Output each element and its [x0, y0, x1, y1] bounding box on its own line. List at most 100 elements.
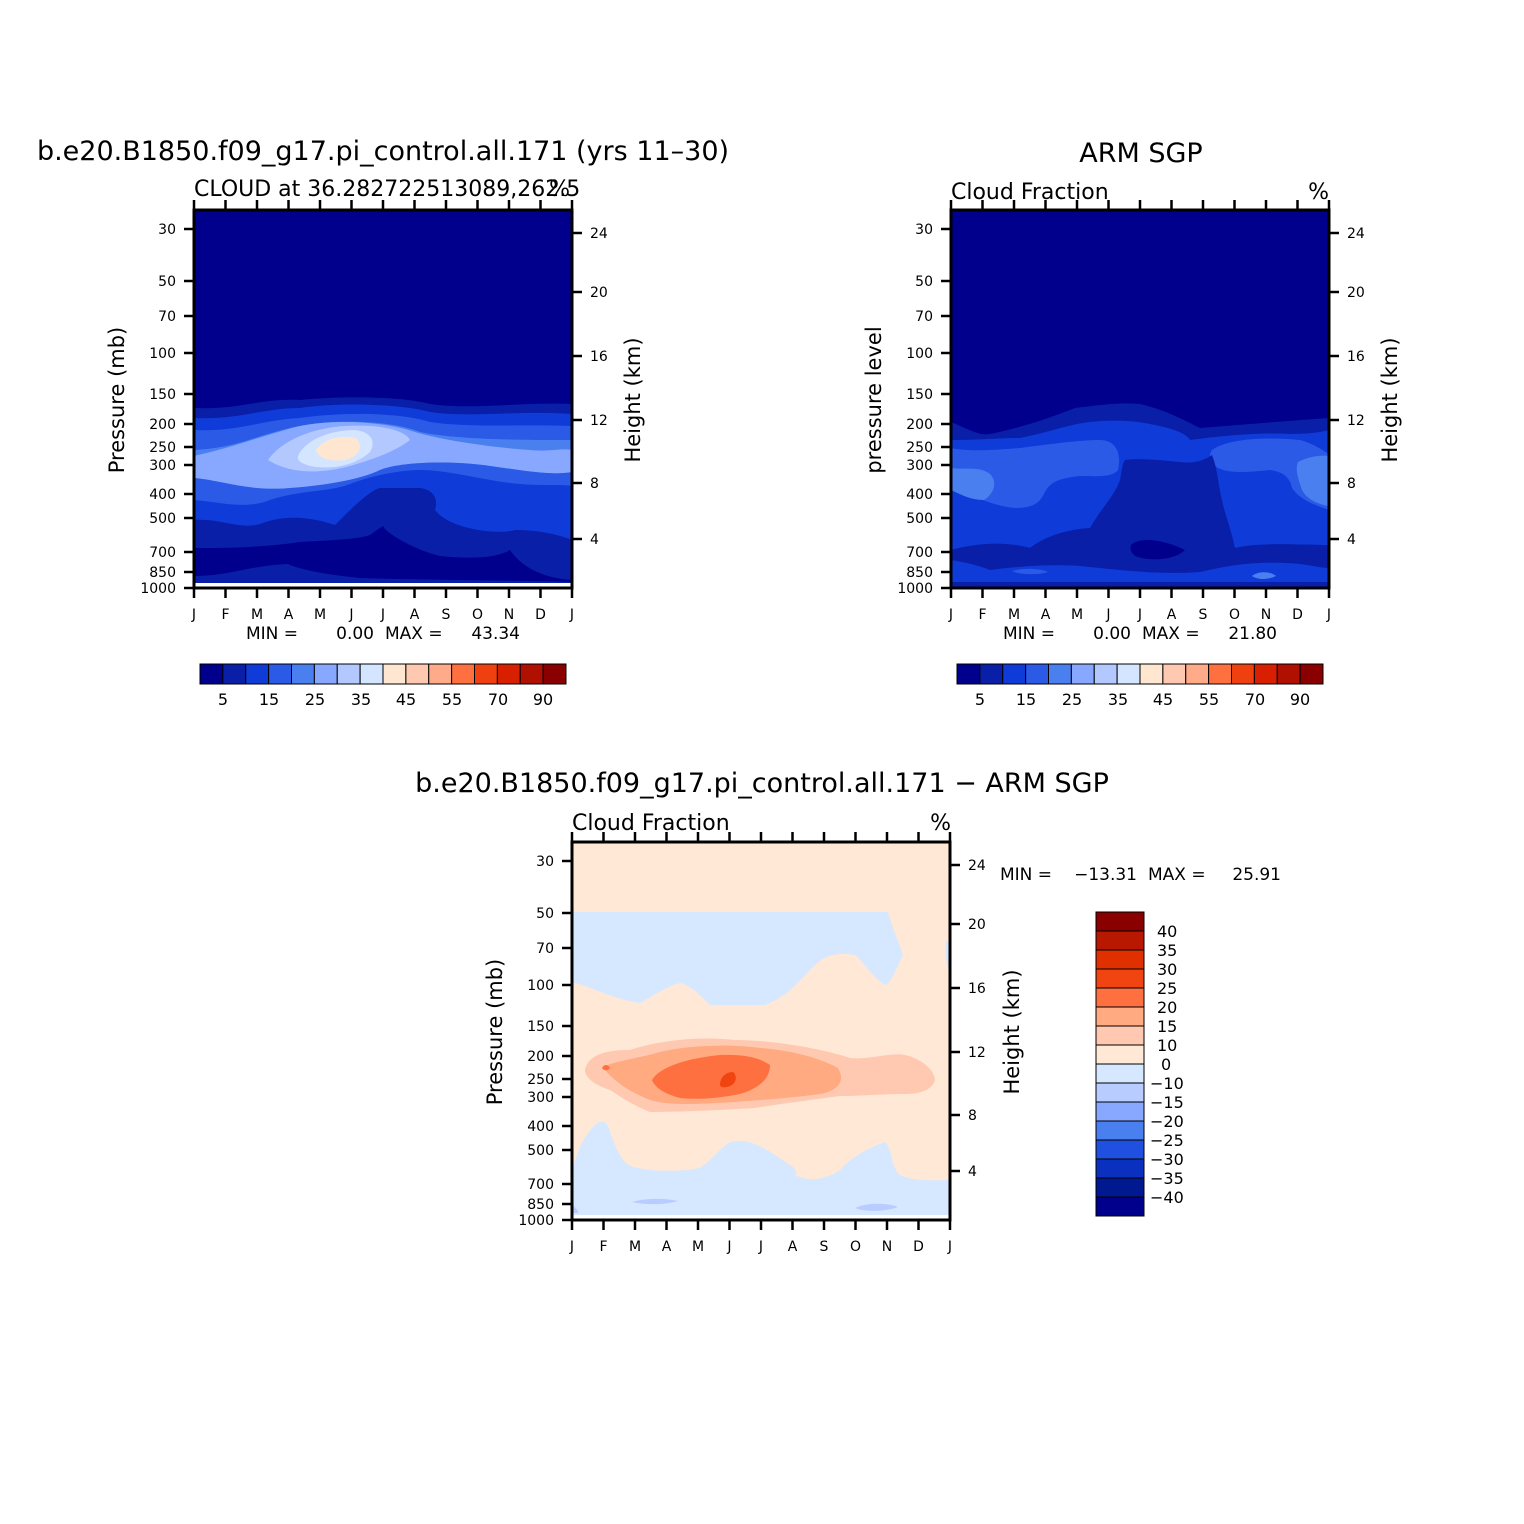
- diff-colorbar: 40 35 30 25 20 15 10 0 −10 −15 −20 −25 −…: [1095, 911, 1184, 1217]
- diff-y-axis-label: Pressure (mb): [483, 959, 507, 1106]
- panel-obs: ARM SGP Cloud Fraction % J: [862, 138, 1402, 709]
- obs-title: ARM SGP: [1079, 138, 1202, 169]
- colorbar-cell: [1208, 663, 1232, 685]
- obs-subtitle: Cloud Fraction: [951, 180, 1109, 205]
- y-tick-label: 200: [906, 417, 933, 433]
- y-tick-label: 100: [906, 346, 933, 362]
- y-tick-label: 200: [149, 417, 176, 433]
- x-tick-label: J: [726, 1239, 731, 1255]
- y-tick-label: 1000: [140, 581, 176, 597]
- colorbar-cell: [1095, 1006, 1145, 1027]
- height-tick-label: 24: [590, 226, 608, 242]
- x-tick-label: J: [569, 607, 574, 623]
- x-tick-label: D: [913, 1239, 924, 1255]
- colorbar-label: 90: [533, 690, 553, 709]
- colorbar-cell: [1048, 663, 1072, 685]
- x-tick-label: N: [882, 1239, 892, 1255]
- height-tick-label: 8: [1347, 476, 1356, 492]
- diff-stats: MIN = −13.31 MAX = 25.91: [1000, 865, 1281, 885]
- colorbar-cell: [451, 663, 475, 685]
- x-tick-label: O: [1229, 607, 1240, 623]
- colorbar-label: 45: [1153, 690, 1173, 709]
- colorbar-cell: [1095, 1063, 1145, 1084]
- obs-y-tick-labels: 30 50 70 100 150 200 250 300 400 500 700…: [897, 222, 933, 597]
- y-tick-label: 50: [158, 274, 176, 290]
- diff-y-tick-labels: 30 50 70 100 150 200 250 300 400 500 700…: [518, 854, 554, 1229]
- y-tick-label: 150: [527, 1019, 554, 1035]
- height-tick-label: 12: [968, 1045, 986, 1061]
- y-tick-label: 30: [536, 854, 554, 870]
- diff-x-tick-labels: J F M A M J J A S O N D J: [569, 1239, 952, 1255]
- diff-subtitle: Cloud Fraction: [572, 811, 730, 836]
- x-tick-label: D: [1292, 607, 1303, 623]
- colorbar-cell: [1070, 663, 1095, 685]
- x-tick-label: J: [1105, 607, 1110, 623]
- y-tick-label: 700: [149, 545, 176, 561]
- height-tick-label: 20: [1347, 285, 1365, 301]
- obs-percent-symbol: %: [1308, 180, 1329, 205]
- y-tick-label: 300: [149, 458, 176, 474]
- colorbar-cell: [1095, 1120, 1145, 1141]
- x-tick-label: N: [504, 607, 514, 623]
- diff-bottom-ticks: [570, 1220, 952, 1230]
- model-max-label: MAX =: [385, 624, 443, 644]
- colorbar-cell: [1231, 663, 1255, 685]
- colorbar-cell: [1253, 663, 1278, 685]
- colorbar-cell: [1093, 663, 1118, 685]
- x-tick-label: M: [629, 1239, 641, 1255]
- y-tick-label: 70: [158, 309, 176, 325]
- colorbar-cell: [313, 663, 338, 685]
- y-tick-label: 850: [149, 565, 176, 581]
- model-min-value: 0.00: [336, 624, 374, 644]
- y-tick-label: 500: [906, 511, 933, 527]
- colorbar-label: 5: [975, 690, 985, 709]
- model-contours: [194, 210, 572, 588]
- colorbar-cell: [268, 663, 292, 685]
- y-tick-label: 1000: [897, 581, 933, 597]
- y-tick-label: 70: [915, 309, 933, 325]
- colorbar-label: 25: [1062, 690, 1082, 709]
- x-tick-label: J: [348, 607, 353, 623]
- colorbar-cell: [1139, 663, 1164, 685]
- obs-colorbar: 5 15 25 35 45 55 70 90: [956, 663, 1324, 709]
- model-x-tick-labels: J F M A M J J A S O N D J: [191, 607, 574, 623]
- colorbar-label: 0: [1161, 1055, 1171, 1074]
- panel-model: b.e20.B1850.f09_g17.pi_control.all.171 (…: [37, 136, 729, 709]
- colorbar-cell: [1095, 930, 1145, 951]
- y-tick-label: 400: [527, 1119, 554, 1135]
- obs-max-label: MAX =: [1142, 624, 1200, 644]
- diff-top-ticks: [570, 832, 952, 842]
- colorbar-cell: [496, 663, 521, 685]
- x-tick-label: J: [948, 607, 953, 623]
- model-title: b.e20.B1850.f09_g17.pi_control.all.171 (…: [37, 136, 729, 167]
- y-tick-label: 250: [527, 1072, 554, 1088]
- colorbar-cell: [1095, 1025, 1145, 1046]
- height-tick-label: 4: [968, 1164, 977, 1180]
- colorbar-label: 25: [1157, 979, 1177, 998]
- panel-diff: b.e20.B1850.f09_g17.pi_control.all.171 −…: [415, 768, 1281, 1255]
- obs-bottom-ticks: [949, 588, 1331, 598]
- colorbar-cell: [1095, 949, 1145, 970]
- colorbar-cell: [1095, 1196, 1145, 1217]
- colorbar-label: 15: [259, 690, 279, 709]
- diff-min-label: MIN =: [1000, 865, 1052, 885]
- colorbar-label: 15: [1157, 1017, 1177, 1036]
- colorbar-label: −15: [1150, 1093, 1184, 1112]
- x-tick-label: J: [1326, 607, 1331, 623]
- x-tick-label: N: [1261, 607, 1271, 623]
- obs-height-tick-labels: 24 20 16 12 8 4: [1347, 226, 1365, 548]
- colorbar-cell: [1095, 911, 1145, 932]
- diff-percent-symbol: %: [930, 811, 951, 836]
- x-tick-label: M: [1071, 607, 1083, 623]
- colorbar-label: 35: [351, 690, 371, 709]
- colorbar-cell: [1299, 663, 1324, 685]
- y-tick-label: 250: [149, 440, 176, 456]
- x-tick-label: S: [820, 1239, 829, 1255]
- y-tick-label: 500: [149, 511, 176, 527]
- colorbar-cell: [336, 663, 361, 685]
- x-tick-label: S: [442, 607, 451, 623]
- colorbar-cell: [519, 663, 544, 685]
- x-tick-label: A: [662, 1239, 672, 1255]
- diff-contours: [572, 842, 950, 1220]
